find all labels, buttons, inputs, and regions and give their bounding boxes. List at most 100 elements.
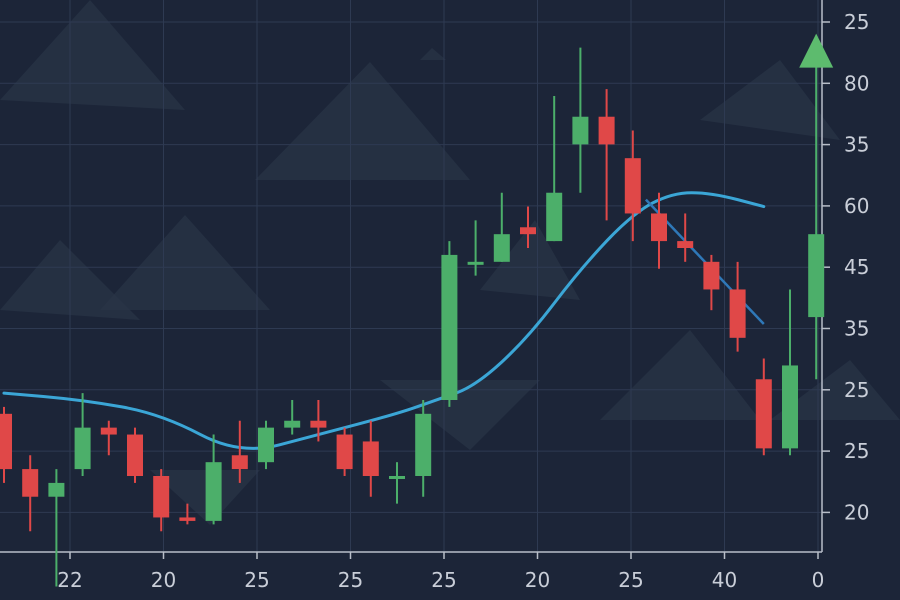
candle-body — [441, 254, 458, 400]
candle-up — [258, 420, 274, 470]
candle-body — [179, 517, 196, 521]
x-tick-label: 25 — [244, 568, 269, 592]
decor-triangle — [600, 330, 760, 420]
candle-up — [389, 462, 405, 504]
candle-body — [74, 427, 91, 470]
x-tick-label: 22 — [57, 568, 82, 592]
decor-triangle — [700, 60, 840, 140]
candle-up — [546, 96, 563, 242]
candle-down — [336, 427, 353, 476]
y-tick-label: 60 — [844, 194, 869, 218]
y-tick-label: 45 — [844, 255, 869, 279]
candle-up — [467, 220, 484, 276]
up-arrow-icon — [799, 33, 834, 68]
candle-body — [100, 427, 117, 435]
y-tick-label: 25 — [844, 10, 869, 34]
decor-triangle — [255, 62, 470, 180]
candle-up — [284, 400, 301, 435]
decor-triangle — [770, 360, 900, 420]
decor-triangle — [380, 380, 540, 450]
x-tick-label: 25 — [431, 568, 456, 592]
candle-down — [100, 420, 117, 456]
x-tick-label: 20 — [151, 568, 176, 592]
candle-body — [415, 413, 432, 476]
candle-body — [231, 455, 248, 470]
candle-body — [546, 192, 563, 242]
x-tick-label: 25 — [338, 568, 363, 592]
candle-down — [0, 406, 12, 483]
candle-down — [677, 213, 694, 262]
decor-triangle — [0, 0, 185, 110]
candle-body — [362, 441, 379, 476]
candle-body — [336, 434, 353, 470]
candle-up — [572, 47, 589, 193]
y-tick-label: 35 — [844, 133, 869, 157]
candle-body — [153, 476, 170, 518]
candle-down — [362, 420, 379, 497]
x-tick-label: 0 — [812, 568, 825, 592]
candle-body — [493, 234, 510, 262]
y-tick-label: 25 — [844, 378, 869, 402]
candle-body — [22, 469, 39, 497]
y-tick-label: 80 — [844, 71, 869, 95]
decor-triangle — [150, 470, 260, 525]
candle-up — [205, 434, 222, 525]
candle-down — [22, 455, 39, 532]
candle-body — [48, 482, 65, 497]
candle-body — [651, 213, 667, 242]
candle-down — [703, 254, 720, 311]
y-axis-tick-labels: 25 80 35 60 45 35 25 25 20 — [844, 10, 869, 524]
candle-body — [127, 434, 143, 476]
candle-up — [782, 289, 798, 456]
candle-body — [205, 462, 222, 521]
candle-down — [729, 261, 746, 352]
candle-body — [808, 234, 825, 318]
candle-body — [258, 427, 274, 463]
candle-down — [520, 206, 536, 248]
candle-up — [74, 393, 91, 476]
x-tick-label: 25 — [618, 568, 643, 592]
candle-down — [231, 420, 248, 483]
candle-down — [179, 503, 196, 525]
candle-up — [415, 400, 432, 497]
y-tick-label: 25 — [844, 439, 869, 463]
decor-triangle — [100, 215, 270, 310]
arrows — [799, 33, 834, 68]
candle-down — [127, 427, 143, 483]
x-axis-tick-labels: 22 20 25 25 25 20 25 40 0 — [57, 568, 824, 592]
grid — [0, 0, 822, 552]
candle-body — [0, 413, 12, 470]
candle-down — [651, 192, 667, 269]
candle-down — [755, 358, 772, 456]
candle-body — [624, 158, 641, 214]
candle-body — [284, 420, 301, 428]
candle-up — [808, 47, 825, 380]
candle-body — [782, 365, 798, 449]
candle-body — [520, 227, 536, 235]
candle-up — [48, 469, 65, 587]
candle-body — [572, 116, 589, 145]
candle-body — [677, 241, 694, 248]
x-tick-label: 40 — [712, 568, 737, 592]
x-tick-label: 20 — [525, 568, 550, 592]
decor-triangle — [480, 220, 580, 300]
candle-body — [703, 261, 720, 290]
candle-body — [729, 289, 746, 338]
y-tick-label: 20 — [844, 500, 869, 524]
candle-body — [389, 476, 405, 479]
y-tick-label: 35 — [844, 317, 869, 341]
candle-body — [467, 261, 484, 265]
candle-down — [153, 469, 170, 532]
candle-body — [755, 379, 772, 449]
candles — [0, 47, 825, 587]
candle-body — [598, 116, 615, 145]
candle-down — [310, 400, 327, 442]
decor-triangle — [420, 48, 446, 60]
candle-up — [441, 241, 458, 407]
candle-up — [493, 192, 510, 262]
candle-body — [310, 420, 327, 428]
candle-down — [598, 89, 615, 221]
candle-down — [624, 130, 641, 242]
